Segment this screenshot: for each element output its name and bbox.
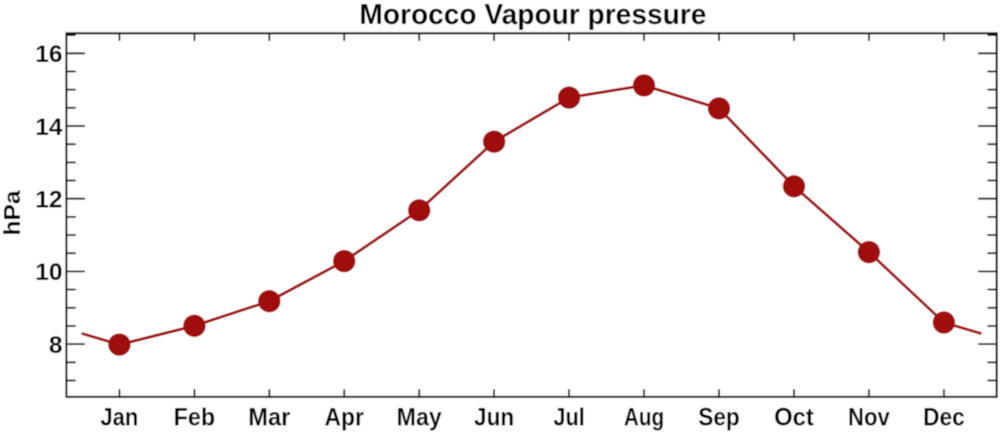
svg-text:Morocco Vapour pressure: Morocco Vapour pressure xyxy=(359,0,706,31)
svg-text:Jun: Jun xyxy=(474,403,514,431)
svg-text:Jan: Jan xyxy=(100,403,138,431)
svg-text:Feb: Feb xyxy=(174,403,216,431)
svg-text:Dec: Dec xyxy=(923,403,965,431)
svg-text:14: 14 xyxy=(35,114,63,141)
svg-text:hPa: hPa xyxy=(0,190,25,235)
svg-text:16: 16 xyxy=(35,41,62,68)
svg-text:10: 10 xyxy=(35,259,62,286)
svg-text:Sep: Sep xyxy=(698,403,740,431)
svg-text:Aug: Aug xyxy=(624,403,664,431)
svg-text:Mar: Mar xyxy=(248,403,290,431)
svg-text:Nov: Nov xyxy=(848,403,890,431)
svg-text:8: 8 xyxy=(49,332,63,359)
svg-text:Jul: Jul xyxy=(553,403,585,431)
svg-text:12: 12 xyxy=(35,187,62,214)
svg-text:Apr: Apr xyxy=(324,403,364,431)
svg-text:Oct: Oct xyxy=(774,403,814,431)
svg-text:May: May xyxy=(397,403,442,431)
